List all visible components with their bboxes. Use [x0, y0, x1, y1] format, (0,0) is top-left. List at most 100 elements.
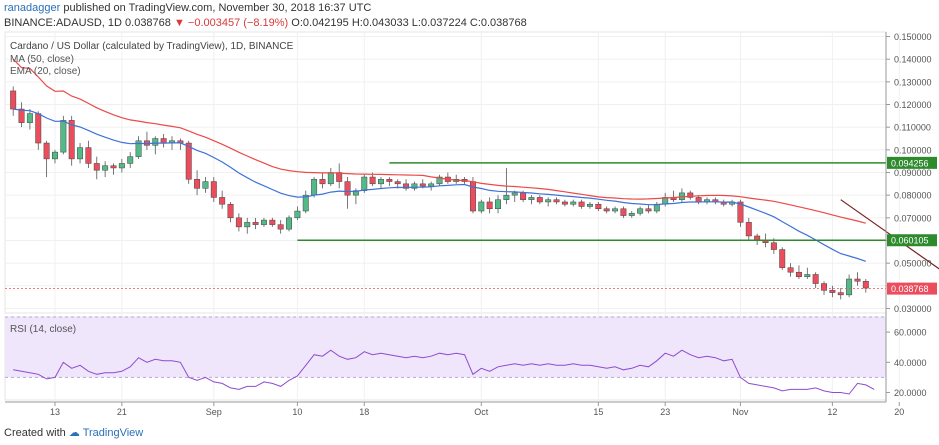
candle: [319, 172, 326, 189]
candle: [135, 136, 142, 159]
time-tick-label: Nov: [732, 407, 749, 417]
candle: [829, 285, 836, 298]
candle-body: [378, 179, 384, 185]
candle: [444, 172, 451, 184]
candle: [804, 267, 811, 280]
symbol-info: BINANCE:ADAUSD, 1D 0.038768 ▼ −0.003457 …: [4, 17, 527, 29]
candle: [846, 274, 853, 298]
candle: [729, 199, 736, 207]
level-label-bg: [887, 156, 937, 169]
candle-body: [837, 292, 844, 296]
candle-body: [821, 283, 827, 291]
candle-body: [43, 142, 50, 160]
candle-body: [595, 203, 602, 210]
candle: [561, 199, 568, 207]
candle: [511, 190, 518, 202]
candle-body: [135, 140, 142, 157]
price-tick-label: 0.100000: [894, 145, 932, 155]
level-label: 0.060105: [891, 236, 929, 246]
candle-body: [561, 201, 568, 205]
candle: [110, 163, 117, 175]
candle-body: [637, 208, 644, 214]
candle-body: [110, 165, 117, 169]
candle: [854, 272, 861, 286]
candle: [787, 263, 794, 277]
candle-body: [411, 183, 418, 189]
candle-body: [52, 151, 58, 160]
candle: [754, 233, 761, 246]
rsi-tick-label: 60.0000: [894, 328, 927, 338]
candle: [411, 181, 418, 191]
candle-body: [862, 281, 869, 289]
candle-body: [68, 120, 75, 160]
time-tick-label: 10: [292, 407, 302, 417]
candle: [378, 177, 384, 189]
candle: [678, 188, 685, 202]
candle-body: [102, 165, 109, 171]
candle-body: [219, 197, 226, 205]
tradingview-link[interactable]: TradingView: [82, 427, 144, 439]
candle: [495, 195, 501, 214]
candle: [553, 197, 560, 205]
candle: [286, 215, 293, 232]
price-tick-label: 0.090000: [894, 168, 932, 178]
price-change: −0.003457 (−8.19%): [187, 17, 289, 29]
ma-50-line: [12, 58, 866, 224]
candle: [143, 131, 150, 150]
ema-20-line: [13, 108, 866, 262]
symbol-price: BINANCE:ADAUSD, 1D 0.038768: [4, 17, 174, 29]
candle-body: [628, 213, 635, 216]
publisher-link[interactable]: ranadagger: [4, 2, 61, 14]
candle: [603, 206, 610, 214]
candle-body: [612, 208, 619, 212]
candle-body: [653, 203, 660, 212]
candle: [612, 206, 619, 214]
candle: [93, 156, 100, 180]
publish-info: ranadagger published on TradingView.com,…: [4, 2, 371, 14]
candle-body: [344, 181, 351, 196]
candle-body: [77, 147, 84, 160]
candle-body: [302, 194, 309, 212]
candle: [269, 217, 276, 227]
price-tick-label: 0.130000: [894, 77, 932, 87]
candle-body: [419, 183, 426, 187]
candle: [595, 201, 602, 212]
candle-body: [779, 249, 786, 268]
price-tick-label: 0.050000: [894, 259, 932, 269]
candle: [127, 152, 134, 168]
chart-title: Cardano / US Dollar (calculated by Tradi…: [10, 41, 294, 52]
candle-body: [394, 181, 401, 185]
candle: [386, 177, 393, 187]
candle-body: [829, 290, 836, 293]
candle: [486, 197, 493, 214]
candle: [653, 201, 660, 214]
time-tick-label: 18: [359, 407, 369, 417]
time-tick-label: Sep: [206, 407, 222, 417]
candle-body: [553, 199, 560, 203]
candle: [478, 199, 485, 214]
candle: [260, 217, 267, 227]
rsi-pane: [5, 316, 886, 395]
level-label-bg: [887, 234, 937, 247]
candle-body: [386, 179, 393, 182]
ohlc-values: O:0.042195 H:0.043033 L:0.037224 C:0.038…: [288, 17, 527, 29]
level-label: 0.094256: [891, 158, 929, 168]
candle-body: [361, 176, 368, 191]
candle: [545, 197, 552, 207]
candle-body: [260, 219, 267, 225]
rsi-tick-label: 20.0000: [894, 388, 927, 398]
candle: [628, 211, 635, 218]
candle: [428, 181, 435, 191]
legend-rsi: RSI (14, close): [10, 324, 77, 335]
candle-body: [202, 181, 209, 189]
candle: [26, 109, 33, 130]
candle: [336, 163, 343, 189]
candle: [18, 102, 25, 128]
candle-body: [428, 183, 435, 187]
candle: [403, 179, 410, 191]
price-tick-label: 0.150000: [894, 32, 932, 42]
trendline: [840, 199, 939, 270]
price-tick-label: 0.030000: [894, 304, 932, 314]
